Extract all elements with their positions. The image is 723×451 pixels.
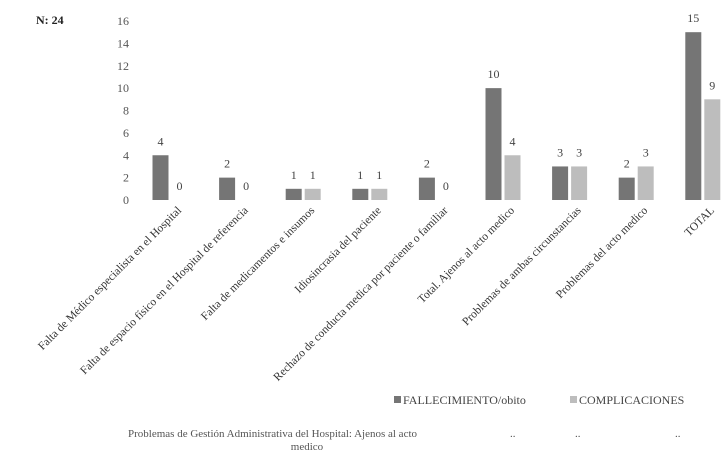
y-tick-label: 14 (117, 36, 129, 50)
bar-complicaciones (571, 166, 588, 200)
y-tick-label: 16 (117, 14, 129, 28)
bar-value-label: 1 (310, 168, 316, 182)
x-axis: Falta de Médico especialista en el Hospi… (36, 204, 717, 383)
bar-complicaciones (704, 99, 721, 200)
legend-swatch-complicaciones (570, 396, 577, 403)
bar-fallecimiento (485, 88, 502, 200)
bar-complicaciones (371, 188, 388, 200)
bar-fallecimiento (685, 32, 702, 200)
bar-value-label: 3 (643, 145, 649, 159)
footnote-text-second: medico (291, 441, 324, 451)
x-category-label: TOTAL (683, 205, 717, 239)
bar-value-label: 4 (158, 134, 164, 148)
footnote-mark: .. (575, 428, 581, 440)
bar-value-label: 2 (224, 157, 230, 171)
bar-complicaciones (637, 166, 654, 200)
footnote-text: Problemas de Gestión Administrativa del … (128, 428, 418, 440)
bar-value-label: 0 (443, 179, 449, 193)
legend-swatch-fallecimiento (394, 396, 401, 403)
bar-value-label: 0 (177, 179, 183, 193)
footnote-mark: .. (510, 428, 516, 440)
bar-value-label: 3 (557, 145, 563, 159)
bar-value-label: 15 (687, 11, 699, 25)
x-category-label: Falta de medicamentos e insumos (199, 204, 318, 323)
bar-fallecimiento (552, 166, 569, 200)
bar-value-label: 1 (376, 168, 382, 182)
bar-value-label: 2 (424, 157, 430, 171)
bar-fallecimiento (152, 155, 169, 200)
y-tick-label: 0 (123, 193, 129, 207)
bar-fallecimiento (352, 188, 369, 200)
y-axis: 0 2 4 6 8 10 12 14 16 (117, 14, 129, 207)
bar-fallecimiento (219, 177, 236, 200)
y-tick-label: 2 (123, 171, 129, 185)
x-category-label: Problemas de ambas circunstancias (460, 204, 584, 328)
bar-value-label: 9 (709, 78, 715, 92)
bar-value-label: 0 (243, 179, 249, 193)
n-label: N: 24 (36, 13, 64, 27)
bar-complicaciones (504, 155, 521, 200)
bar-value-label: 2 (624, 157, 630, 171)
bar-fallecimiento (418, 177, 435, 200)
x-category-label: Falta de Médico especialista en el Hospi… (36, 205, 184, 353)
bar-fallecimiento (618, 177, 635, 200)
y-tick-label: 12 (117, 59, 129, 73)
y-tick-label: 10 (117, 81, 129, 95)
bar-value-label: 1 (357, 168, 363, 182)
y-tick-label: 8 (123, 104, 129, 118)
bar-value-label: 3 (576, 145, 582, 159)
legend-label: COMPLICACIONES (579, 393, 684, 407)
y-tick-label: 4 (123, 148, 129, 162)
bar-fallecimiento (285, 188, 302, 200)
bar-complicaciones (304, 188, 321, 200)
footnote: Problemas de Gestión Administrativa del … (128, 428, 681, 451)
footnote-mark: .. (675, 428, 681, 440)
bar-value-label: 10 (488, 67, 500, 81)
bar-value-label: 4 (510, 134, 516, 148)
bar-value-label: 1 (291, 168, 297, 182)
y-tick-label: 6 (123, 126, 129, 140)
legend-label: FALLECIMIENTO/obito (403, 393, 526, 407)
legend: FALLECIMIENTO/obito COMPLICACIONES (394, 393, 684, 407)
